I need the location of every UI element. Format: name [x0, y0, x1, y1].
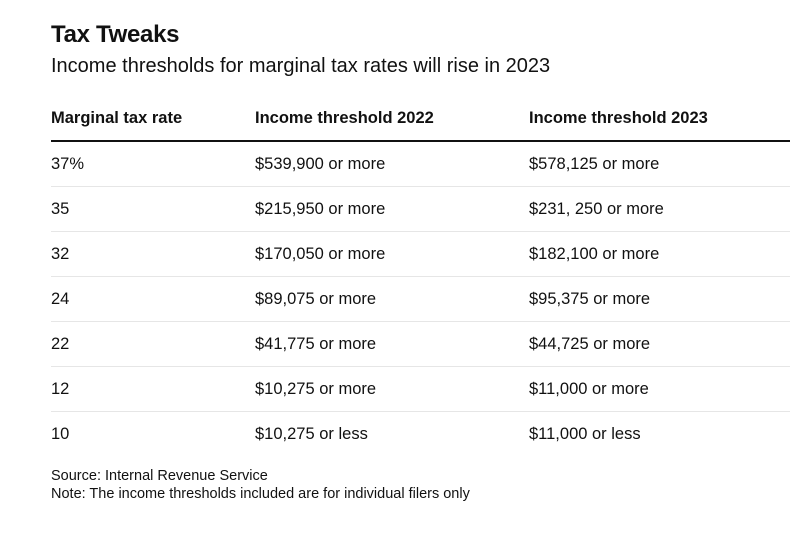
cell-threshold-2023: $182,100 or more [529, 231, 790, 277]
table-row: 12 $10,275 or more $11,000 or more [51, 366, 790, 412]
header-marginal-tax-rate: Marginal tax rate [51, 96, 255, 142]
cell-threshold-2022: $10,275 or more [255, 366, 529, 412]
cell-threshold-2022: $215,950 or more [255, 186, 529, 232]
source-note: Source: Internal Revenue Service [51, 468, 268, 484]
cell-threshold-2023: $11,000 or less [529, 424, 641, 443]
cell-threshold-2022: $41,775 or more [255, 321, 529, 367]
cell-threshold-2023: $578,125 or more [529, 141, 790, 187]
page-subtitle: Income thresholds for marginal tax rates… [51, 55, 551, 77]
cell-threshold-2022: $10,275 or less [255, 424, 368, 443]
cell-rate: 12 [51, 366, 255, 412]
cell-threshold-2023: $231, 250 or more [529, 186, 790, 232]
cell-rate: 37% [51, 141, 255, 187]
table-row: 37% $539,900 or more $578,125 or more [51, 141, 790, 187]
page-title: Tax Tweaks [51, 21, 180, 48]
cell-threshold-2022: $89,075 or more [255, 276, 529, 322]
table-row: 22 $41,775 or more $44,725 or more [51, 321, 790, 367]
cell-threshold-2023: $95,375 or more [529, 276, 790, 322]
footnotes: Source: Internal Revenue Service Note: T… [51, 467, 470, 503]
cell-rate: 10 [51, 424, 70, 443]
cell-rate: 32 [51, 231, 255, 277]
tax-threshold-table: Marginal tax rate Income threshold 2022 … [51, 96, 790, 456]
table-row: 35 $215,950 or more $231, 250 or more [51, 186, 790, 232]
filer-note: Note: The income thresholds included are… [51, 486, 470, 502]
cell-threshold-2023: $11,000 or more [529, 366, 790, 412]
table-row: 24 $89,075 or more $95,375 or more [51, 276, 790, 322]
header-income-threshold-2022: Income threshold 2022 [255, 96, 529, 142]
table-row: 32 $170,050 or more $182,100 or more [51, 231, 790, 277]
cell-threshold-2022: $539,900 or more [255, 141, 529, 187]
cell-rate: 24 [51, 276, 255, 322]
header-income-threshold-2023: Income threshold 2023 [529, 96, 790, 142]
cell-rate: 35 [51, 186, 255, 232]
cell-threshold-2022: $170,050 or more [255, 231, 529, 277]
cell-rate: 22 [51, 321, 255, 367]
table-header-row: Marginal tax rate Income threshold 2022 … [51, 96, 790, 142]
cell-threshold-2023: $44,725 or more [529, 321, 790, 367]
table-row: 10 $10,275 or less $11,000 or less [51, 412, 790, 457]
